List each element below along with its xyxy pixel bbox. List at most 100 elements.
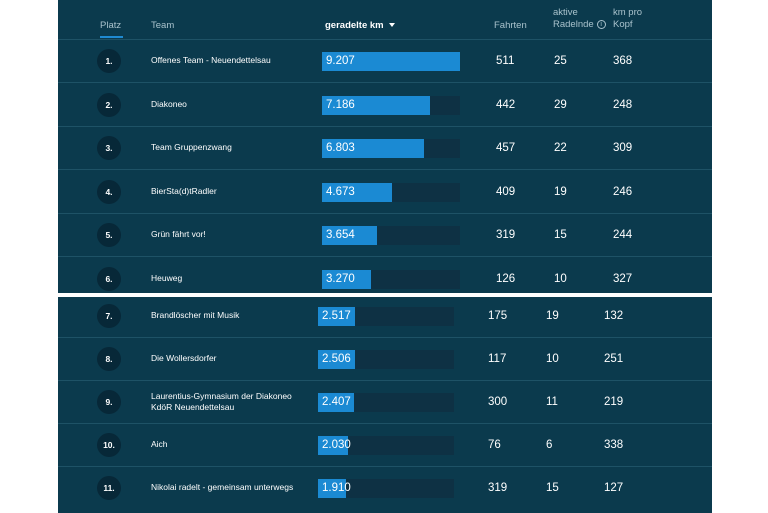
team-name[interactable]: Grün fährt vor!	[151, 229, 206, 240]
table-row[interactable]: 9. Laurentius-Gymnasium der Diakoneo KdöR …	[58, 381, 712, 424]
active-riders-count: 29	[554, 98, 567, 111]
rank-badge: 11.	[97, 476, 121, 500]
rank-badge: 10.	[97, 433, 121, 457]
info-icon[interactable]: i	[596, 20, 606, 29]
km-bar-fill	[322, 226, 377, 245]
km-per-head: 368	[613, 55, 633, 67]
team-name-line: Die Wollersdorfer	[151, 353, 217, 363]
team-name[interactable]: Brandlöscher mit Musik	[151, 310, 239, 321]
table-row[interactable]: 4. BierSta(d)tRadler 4.673 409 19 246	[58, 171, 712, 214]
active-riders-count: 10	[554, 272, 567, 285]
team-name-line: Team Gruppenzwang	[151, 142, 232, 152]
team-name[interactable]: Nikolai radelt - gemeinsam unterwegs	[151, 482, 293, 493]
active-riders-count: 19	[554, 185, 567, 198]
team-name-line: Offenes Team - Neuendettelsau	[151, 55, 271, 65]
km-bar-fill	[322, 52, 460, 71]
km-bar-fill	[322, 95, 430, 115]
team-name[interactable]: Diakoneo	[151, 99, 187, 110]
team-name[interactable]: Aich	[151, 439, 168, 450]
table-row[interactable]: 5. Grün fährt vor! 3.654 319 15 244	[58, 214, 712, 257]
rank-badge: 6.	[97, 266, 121, 291]
km-value: 7.186	[326, 98, 355, 111]
km-value: 3.654	[326, 229, 355, 241]
rides-count: 126	[496, 272, 516, 285]
km-bar: 4.673	[322, 182, 460, 202]
table-row[interactable]: 1. Offenes Team - Neuendettelsau 9.207 511 2…	[58, 40, 712, 83]
active-riders-count: 22	[554, 142, 567, 154]
km-bar: 2.517	[318, 307, 454, 326]
km-bar-fill	[322, 182, 392, 202]
active-riders-count: 19	[546, 310, 559, 322]
rides-count: 319	[496, 229, 516, 241]
km-bar-fill	[318, 479, 346, 498]
table-row[interactable]: 10. Aich 2.030 76 6 338	[58, 424, 712, 467]
km-value: 2.506	[322, 353, 351, 365]
km-bar: 6.803	[322, 139, 460, 158]
table-row[interactable]: 8. Die Wollersdorfer 2.506 117 10 251	[58, 338, 712, 381]
km-bar-fill	[318, 393, 354, 412]
leaderboard-top-panel: Platz Team geradelte km Fahrten aktive R…	[58, 0, 712, 293]
team-name-line: Nikolai radelt - gemeinsam unterwegs	[151, 482, 294, 492]
rides-count: 409	[496, 185, 516, 198]
rank-badge: 9.	[97, 390, 121, 414]
team-name[interactable]: Heuweg	[151, 273, 182, 284]
rank-badge: 7.	[97, 304, 121, 328]
team-name[interactable]: Laurentius-Gymnasium der Diakoneo KdöR Ne…	[151, 391, 292, 413]
km-bar: 2.030	[318, 436, 454, 455]
km-per-head: 219	[604, 396, 624, 408]
team-name[interactable]: BierSta(d)tRadler	[151, 186, 217, 197]
col-header-rides[interactable]: Fahrten	[494, 20, 527, 32]
km-bar: 3.270	[322, 269, 460, 289]
km-bar-fill	[318, 307, 355, 326]
col-header-rank-label: Platz	[100, 20, 122, 31]
col-header-km[interactable]: geradelte km	[325, 20, 395, 32]
rank-badge: 1.	[97, 49, 121, 73]
km-per-head: 248	[613, 98, 633, 111]
team-name[interactable]: Team Gruppenzwang	[151, 142, 232, 153]
team-name-line: Laurentius-Gymnasium der Diakoneo	[151, 391, 292, 401]
col-header-team[interactable]: Team	[151, 20, 174, 32]
col-header-rank-underline	[100, 36, 124, 38]
active-riders-count: 25	[554, 55, 567, 67]
team-name-line: Heuweg	[151, 272, 183, 283]
rank-badge: 2.	[97, 92, 121, 117]
col-header-active-line1: aktive	[553, 7, 578, 18]
table-row[interactable]: 11. Nikolai radelt - gemeinsam unterwegs 1…	[58, 467, 712, 510]
km-per-head: 132	[604, 310, 624, 322]
active-riders-count: 15	[546, 482, 559, 494]
km-value: 1.910	[322, 482, 351, 494]
km-per-head: 246	[613, 185, 633, 198]
km-bar: 3.654	[322, 226, 460, 245]
km-value: 6.803	[326, 142, 355, 154]
km-per-head: 338	[604, 439, 624, 451]
table-row[interactable]: 3. Team Gruppenzwang 6.803 457 22 309	[58, 127, 712, 170]
table-row[interactable]: 7. Brandlöscher mit Musik 2.517 175 19 132	[58, 297, 712, 338]
col-header-active-line2: Radelnde	[553, 19, 594, 30]
rides-count: 76	[488, 439, 501, 451]
team-name[interactable]: Offenes Team - Neuendettelsau	[151, 55, 271, 66]
km-per-head: 309	[613, 142, 633, 154]
rides-count: 457	[496, 142, 516, 154]
col-header-rank[interactable]: Platz	[100, 20, 124, 38]
table-row[interactable]: 2. Diakoneo 7.186 442 29 248	[58, 84, 712, 127]
km-value: 4.673	[326, 185, 355, 198]
km-bar-fill	[322, 269, 371, 289]
km-per-head: 244	[613, 229, 633, 241]
rides-count: 319	[488, 482, 508, 494]
team-name[interactable]: Die Wollersdorfer	[151, 353, 217, 364]
km-bar-fill	[318, 436, 348, 455]
col-header-per-head[interactable]: km pro Kopf	[613, 7, 642, 31]
rank-badge: 8.	[97, 347, 121, 371]
table-row[interactable]: 6. Heuweg 3.270 126 10 327	[58, 258, 712, 294]
km-bar: 1.910	[318, 479, 454, 498]
km-per-head: 251	[604, 353, 624, 365]
km-bar-fill	[322, 139, 424, 158]
rank-badge: 4.	[97, 179, 121, 204]
team-name-line: Diakoneo	[151, 98, 187, 109]
km-value: 2.407	[322, 396, 351, 408]
rides-count: 511	[496, 55, 515, 67]
col-header-active[interactable]: aktive Radelnde i	[553, 7, 606, 31]
team-name-line: Grün fährt vor!	[151, 229, 206, 239]
km-value: 2.517	[322, 310, 351, 322]
rides-count: 442	[496, 98, 516, 111]
